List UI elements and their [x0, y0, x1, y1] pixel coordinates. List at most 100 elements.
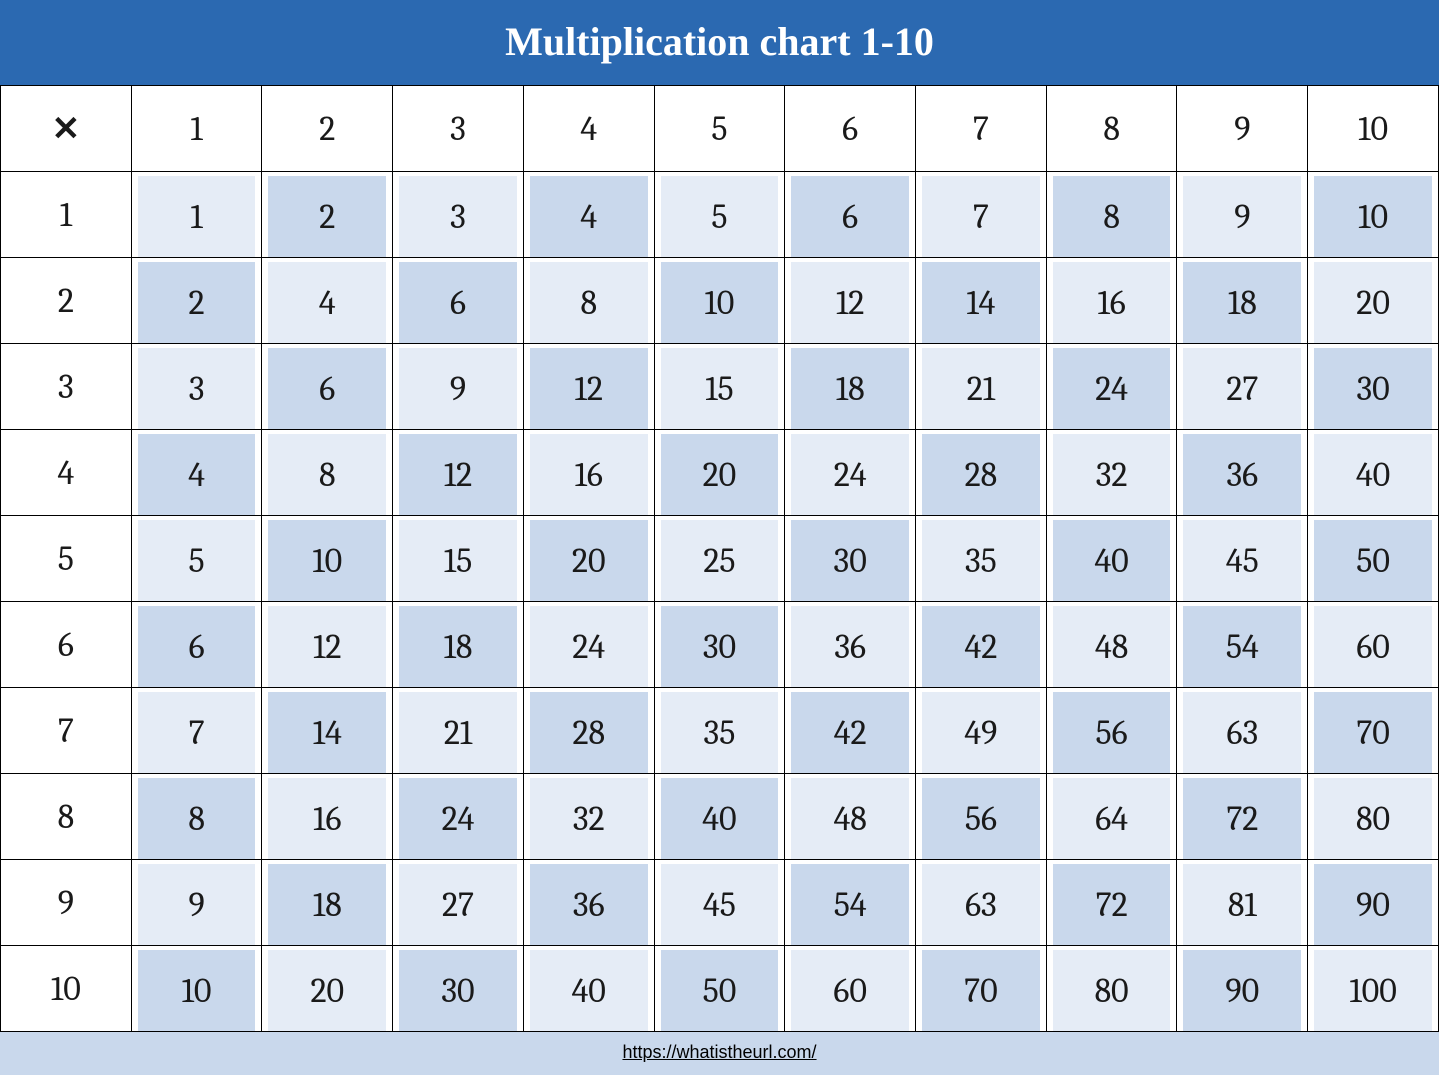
product-cell: 5 [654, 172, 785, 258]
cell-inner: 35 [661, 692, 779, 773]
cell-inner: 20 [530, 520, 648, 601]
cell-inner: 8 [268, 434, 386, 515]
column-header: 4 [523, 86, 654, 172]
cell-inner: 4 [268, 262, 386, 343]
cell-inner: 56 [1053, 692, 1171, 773]
table-row: 22468101214161820 [1, 258, 1439, 344]
row-header: 3 [1, 344, 132, 430]
product-cell: 72 [1046, 860, 1177, 946]
product-cell: 35 [654, 688, 785, 774]
column-header: 9 [1177, 86, 1308, 172]
product-cell: 30 [1308, 344, 1439, 430]
product-cell: 10 [1308, 172, 1439, 258]
product-cell: 30 [393, 946, 524, 1032]
cell-inner: 90 [1183, 950, 1301, 1031]
product-cell: 24 [523, 602, 654, 688]
cell-inner: 30 [1314, 348, 1432, 429]
product-cell: 10 [654, 258, 785, 344]
product-cell: 9 [1177, 172, 1308, 258]
cell-inner: 20 [1314, 262, 1432, 343]
product-cell: 7 [131, 688, 262, 774]
product-cell: 8 [523, 258, 654, 344]
cell-inner: 60 [791, 950, 909, 1031]
product-cell: 12 [523, 344, 654, 430]
cell-inner: 36 [530, 864, 648, 945]
product-cell: 25 [654, 516, 785, 602]
table-row: 77142128354249566370 [1, 688, 1439, 774]
cell-inner: 24 [530, 606, 648, 687]
cell-inner: 27 [1183, 348, 1301, 429]
product-cell: 35 [916, 516, 1047, 602]
cell-inner: 7 [138, 692, 256, 773]
cell-inner: 30 [791, 520, 909, 601]
cell-inner: 21 [922, 348, 1040, 429]
cell-inner: 48 [791, 778, 909, 859]
row-header: 8 [1, 774, 132, 860]
cell-inner: 2 [138, 262, 256, 343]
footer-bar: https://whatistheurl.com/ [0, 1032, 1439, 1075]
product-cell: 54 [1177, 602, 1308, 688]
cell-inner: 3 [138, 348, 256, 429]
product-cell: 15 [393, 516, 524, 602]
row-header: 1 [1, 172, 132, 258]
corner-cell: ✕ [1, 86, 132, 172]
product-cell: 32 [523, 774, 654, 860]
product-cell: 100 [1308, 946, 1439, 1032]
cell-inner: 15 [661, 348, 779, 429]
table-row: 66121824303642485460 [1, 602, 1439, 688]
table-row: 336912151821242730 [1, 344, 1439, 430]
cell-inner: 48 [1053, 606, 1171, 687]
product-cell: 6 [131, 602, 262, 688]
product-cell: 7 [916, 172, 1047, 258]
product-cell: 2 [131, 258, 262, 344]
column-header: 2 [262, 86, 393, 172]
product-cell: 28 [523, 688, 654, 774]
cell-inner: 6 [138, 606, 256, 687]
product-cell: 12 [393, 430, 524, 516]
product-cell: 6 [785, 172, 916, 258]
product-cell: 10 [262, 516, 393, 602]
cell-inner: 42 [791, 692, 909, 773]
cell-inner: 56 [922, 778, 1040, 859]
product-cell: 42 [916, 602, 1047, 688]
cell-inner: 81 [1183, 864, 1301, 945]
cell-inner: 27 [399, 864, 517, 945]
cell-inner: 64 [1053, 778, 1171, 859]
cell-inner: 14 [922, 262, 1040, 343]
cell-inner: 4 [530, 176, 648, 257]
product-cell: 3 [131, 344, 262, 430]
cell-inner: 18 [399, 606, 517, 687]
product-cell: 80 [1046, 946, 1177, 1032]
cell-inner: 6 [791, 176, 909, 257]
product-cell: 6 [262, 344, 393, 430]
product-cell: 14 [262, 688, 393, 774]
cell-inner: 1 [138, 176, 256, 257]
cell-inner: 24 [791, 434, 909, 515]
cell-inner: 40 [1053, 520, 1171, 601]
product-cell: 56 [1046, 688, 1177, 774]
cell-inner: 3 [399, 176, 517, 257]
row-header: 2 [1, 258, 132, 344]
cell-inner: 2 [268, 176, 386, 257]
product-cell: 20 [262, 946, 393, 1032]
product-cell: 3 [393, 172, 524, 258]
product-cell: 24 [785, 430, 916, 516]
product-cell: 40 [654, 774, 785, 860]
cell-inner: 18 [791, 348, 909, 429]
product-cell: 18 [785, 344, 916, 430]
product-cell: 2 [262, 172, 393, 258]
cell-inner: 6 [399, 262, 517, 343]
cell-inner: 9 [399, 348, 517, 429]
product-cell: 8 [1046, 172, 1177, 258]
footer-link[interactable]: https://whatistheurl.com/ [622, 1042, 816, 1062]
product-cell: 45 [654, 860, 785, 946]
cell-inner: 8 [530, 262, 648, 343]
product-cell: 4 [523, 172, 654, 258]
cell-inner: 80 [1314, 778, 1432, 859]
product-cell: 48 [1046, 602, 1177, 688]
product-cell: 8 [131, 774, 262, 860]
product-cell: 80 [1308, 774, 1439, 860]
cell-inner: 14 [268, 692, 386, 773]
cell-inner: 12 [791, 262, 909, 343]
cell-inner: 6 [268, 348, 386, 429]
